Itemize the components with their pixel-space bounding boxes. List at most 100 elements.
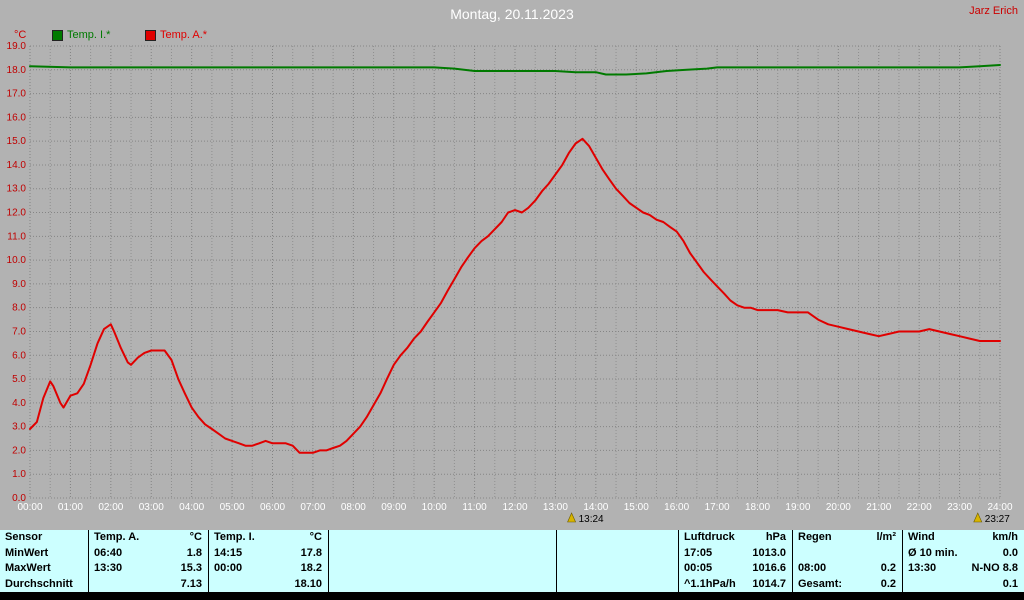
- table-row: [793, 546, 902, 562]
- temp-i-swatch-icon: [52, 29, 63, 41]
- x-tick-label: 07:00: [300, 502, 325, 513]
- group-header: [557, 530, 678, 546]
- table-group-temp-a: Temp. A. °C 06:40 1.8 13:30 15.3 7.13: [88, 530, 208, 592]
- row-label: Durchschnitt: [5, 577, 73, 590]
- x-tick-label: 08:00: [341, 502, 366, 513]
- y-tick-label: 0.0: [12, 493, 26, 504]
- x-tick-label: 05:00: [220, 502, 245, 513]
- y-tick-label: 5.0: [12, 374, 26, 385]
- table-row: 00:05 1016.6: [684, 562, 786, 574]
- table-row-labels: Sensor MinWert MaxWert Durchschnitt: [0, 530, 88, 592]
- temp-a-swatch-icon: [145, 29, 156, 41]
- y-tick-label: 10.0: [7, 255, 27, 266]
- table-row: 0.1: [1002, 577, 1018, 590]
- y-axis-unit-label: °C: [14, 29, 27, 41]
- x-tick-label: 10:00: [422, 502, 447, 513]
- y-tick-label: 12.0: [7, 208, 27, 219]
- table-row: [557, 577, 678, 593]
- table-row: 18.10: [294, 577, 322, 590]
- row-label: MinWert: [5, 546, 49, 559]
- table-row: ^1.1hPa/h 1014.7: [684, 577, 786, 590]
- table-group-wind: Wind km/h Ø 10 min. 0.0 13:30 N-NO 8.8 0.1: [902, 530, 1024, 592]
- y-tick-label: 16.0: [7, 112, 27, 123]
- table-row: 08:00 0.2: [798, 562, 896, 574]
- y-tick-label: 11.0: [7, 231, 26, 242]
- table-row: [329, 577, 556, 593]
- table-group-spacer-3: [556, 530, 678, 592]
- sun-marker-time: 23:27: [985, 514, 1010, 525]
- x-tick-label: 14:00: [583, 502, 608, 513]
- table-row: 17:05 1013.0: [684, 546, 786, 559]
- temperature-chart: 19.0 18.0 17.0 16.0 15.0 14.0 13.0 12.0 11.0 10.0…: [7, 41, 1013, 525]
- group-header: Regen l/m²: [798, 531, 896, 543]
- x-tick-label: 03:00: [139, 502, 164, 513]
- x-tick-label: 22:00: [907, 502, 932, 513]
- x-tick-label: 21:00: [866, 502, 891, 513]
- table-row: 06:40 1.8: [94, 546, 202, 559]
- y-tick-label: 18.0: [7, 65, 27, 76]
- group-header: Temp. A. °C: [94, 531, 202, 543]
- group-header: Wind km/h: [908, 531, 1018, 543]
- table-row: [557, 546, 678, 562]
- x-tick-label: 11:00: [462, 502, 487, 513]
- table-group-luftdruck: Luftdruck hPa 17:05 1013.0 00:05 1016.6 ^1.1hP…: [678, 530, 792, 592]
- x-tick-label: 20:00: [826, 502, 851, 513]
- table-group-spacer-2: [328, 530, 556, 592]
- row-label: MaxWert: [5, 562, 51, 574]
- group-header: Luftdruck hPa: [684, 531, 786, 543]
- y-tick-label: 19.0: [7, 41, 27, 52]
- y-tick-label: 14.0: [7, 160, 27, 171]
- legend-item-temp-i: Temp. I.*: [52, 29, 110, 41]
- sun-marker-time: 13:24: [579, 514, 604, 525]
- table-row: 14:15 17.8: [214, 546, 322, 559]
- y-tick-label: 4.0: [12, 398, 26, 409]
- table-row: [557, 561, 678, 577]
- y-tick-label: 13.0: [7, 184, 27, 195]
- table-row: [329, 546, 556, 562]
- bottom-bar: [0, 592, 1024, 600]
- y-tick-label: 17.0: [7, 89, 27, 100]
- station-owner: Jarz Erich: [969, 5, 1018, 17]
- y-tick-label: 3.0: [12, 422, 26, 433]
- x-tick-label: 04:00: [179, 502, 204, 513]
- legend-item-temp-a: Temp. A.*: [145, 29, 207, 41]
- x-tick-label: 13:00: [543, 502, 568, 513]
- x-tick-label: 12:00: [502, 502, 527, 513]
- row-label: Sensor: [5, 531, 43, 543]
- y-tick-label: 8.0: [12, 303, 26, 314]
- x-tick-label: 02:00: [98, 502, 123, 513]
- table-row: Ø 10 min. 0.0: [908, 546, 1018, 559]
- x-tick-label: 09:00: [381, 502, 406, 513]
- x-tick-label: 16:00: [664, 502, 689, 513]
- group-header: Temp. I. °C: [214, 531, 322, 543]
- y-tick-label: 2.0: [12, 445, 26, 456]
- table-row: [329, 561, 556, 577]
- table-row: Gesamt: 0.2: [798, 577, 896, 590]
- y-tick-label: 15.0: [7, 136, 27, 147]
- sun-marker-icon: [567, 512, 577, 523]
- x-tick-label: 15:00: [624, 502, 649, 513]
- series-line-1: [29, 137, 1001, 454]
- x-tick-label: 24:00: [987, 502, 1012, 513]
- table-group-temp-i: Temp. I. °C 14:15 17.8 00:00 18.2 18.10: [208, 530, 328, 592]
- temp-i-label: Temp. I.*: [67, 29, 111, 41]
- title-bar: Montag, 20.11.2023 Jarz Erich: [0, 0, 1024, 26]
- table-row: 00:00 18.2: [214, 562, 322, 574]
- stats-table: Sensor MinWert MaxWert Durchschnitt Temp. A.…: [0, 530, 1024, 592]
- y-tick-label: 9.0: [12, 279, 26, 290]
- x-tick-label: 06:00: [260, 502, 285, 513]
- y-tick-label: 7.0: [12, 326, 26, 337]
- x-tick-label: 01:00: [58, 502, 83, 513]
- chart-legend: °C Temp. I.* Temp. A.*: [0, 28, 1024, 44]
- y-tick-label: 6.0: [12, 350, 26, 361]
- table-row: 13:30 N-NO 8.8: [908, 562, 1018, 574]
- group-header: [329, 530, 556, 546]
- table-group-regen: Regen l/m² 08:00 0.2 Gesamt: 0.2: [792, 530, 902, 592]
- page-title: Montag, 20.11.2023: [450, 6, 574, 22]
- sun-marker-icon: [973, 512, 983, 523]
- x-tick-label: 19:00: [785, 502, 810, 513]
- table-row: 7.13: [180, 577, 202, 590]
- x-tick-label: 00:00: [17, 502, 42, 513]
- series-line-0: [29, 64, 1001, 76]
